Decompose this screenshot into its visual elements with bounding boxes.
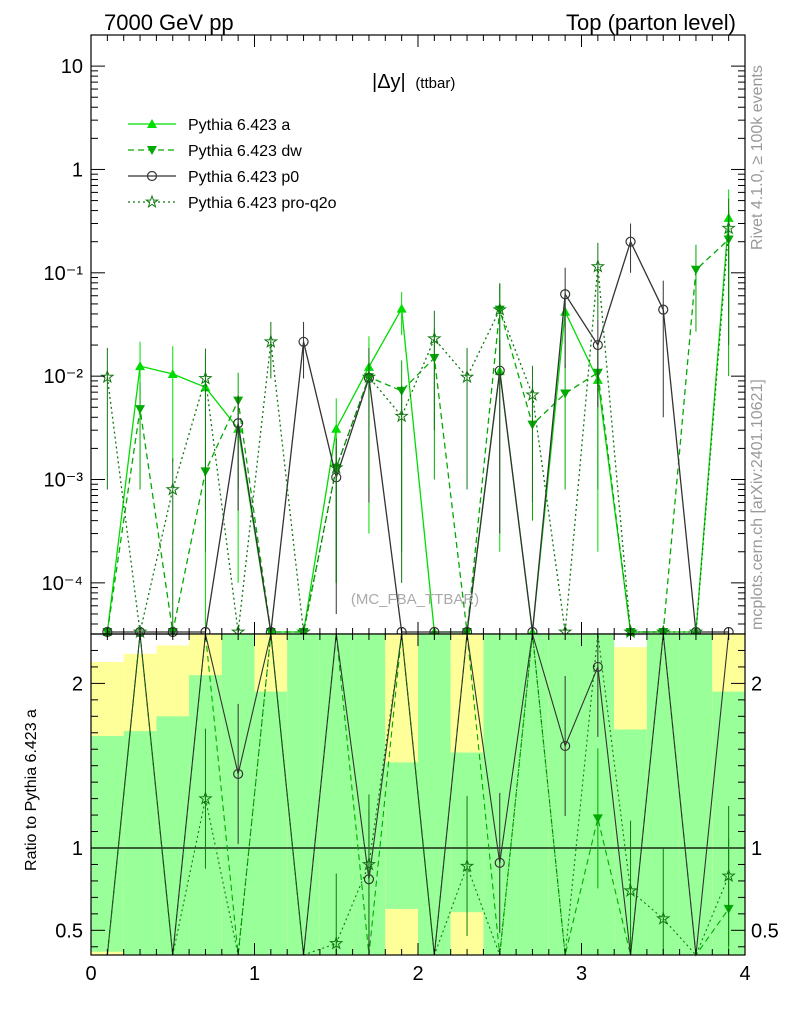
ratio-band-inner	[156, 716, 190, 955]
x-tick-label: 4	[739, 963, 750, 985]
ratio-y-tick-label-left: 1	[72, 838, 83, 860]
ratio-point	[361, 857, 377, 871]
data-point	[165, 482, 180, 496]
legend-label-3: Pythia 6.423 pro-q2o	[188, 195, 337, 212]
ratio-point	[721, 868, 736, 883]
data-point	[100, 369, 115, 384]
data-point	[167, 368, 178, 378]
ratio-point	[329, 936, 344, 950]
y-tick-label: 10⁻³	[44, 470, 84, 492]
ratio-band-inner	[287, 634, 320, 955]
ratio-point	[494, 857, 505, 868]
data-point	[396, 303, 407, 313]
data-point	[690, 265, 701, 275]
ratio-band-inner	[516, 634, 549, 955]
data-point	[492, 302, 507, 316]
chart-title: |Δy| (ttbar)	[372, 71, 455, 93]
ratio-y-tick-label-right: 2	[751, 673, 762, 695]
data-point	[135, 361, 146, 371]
legend-label-2: Pythia 6.423 p0	[188, 169, 299, 186]
data-point	[361, 369, 377, 384]
ratio-point	[623, 883, 638, 897]
y-tick-label: 10⁻¹	[44, 263, 84, 285]
legend-marker-0	[147, 119, 157, 128]
data-point	[658, 304, 669, 315]
chart-title-main: |Δy|	[372, 71, 406, 93]
ratio-point	[560, 740, 571, 752]
data-point	[298, 336, 309, 347]
ratio-y-tick-label-left: 0.5	[55, 920, 83, 942]
ratio-band-inner	[418, 634, 451, 955]
y-tick-label: 10⁻²	[44, 366, 84, 388]
legend-label-0: Pythia 6.423 a	[188, 117, 290, 134]
ratio-band-inner	[679, 634, 713, 955]
x-tick-label: 1	[249, 963, 260, 985]
ratio-point	[233, 768, 244, 780]
ratio-band-inner	[123, 731, 157, 955]
series-line-0	[106, 217, 730, 633]
data-point	[135, 405, 146, 415]
data-point	[525, 387, 540, 401]
header-left: 7000 GeV pp	[104, 10, 234, 35]
ratio-band-inner	[385, 762, 418, 909]
legend-marker-2	[146, 170, 158, 182]
header-right: Top (parton level)	[566, 10, 736, 35]
x-tick-label: 0	[85, 963, 96, 985]
ratio-y-tick-label-right: 0.5	[751, 920, 779, 942]
y-tick-label: 1	[72, 159, 83, 181]
ratio-point	[459, 858, 475, 873]
data-point	[263, 334, 279, 348]
legend-label-1: Pythia 6.423 dw	[188, 143, 302, 160]
ratio-point	[656, 911, 671, 925]
ratio-y-tick-label-right: 1	[751, 838, 762, 860]
data-point	[592, 339, 603, 351]
ratio-point	[592, 814, 603, 824]
legend-marker-1	[147, 146, 157, 155]
x-tick-label: 3	[576, 963, 587, 985]
data-point	[198, 371, 213, 385]
ratio-y-label: Ratio to Pythia 6.423 a	[23, 709, 40, 871]
ratio-point	[198, 791, 213, 805]
ratio-line-2	[106, 633, 730, 957]
chart-title-suffix: (ttbar)	[415, 75, 455, 92]
main-panel: 10 1 10⁻¹ 10⁻² 10⁻³ 10⁻⁴	[42, 34, 746, 639]
ratio-y-tick-label-left: 2	[72, 673, 83, 695]
x-tick-label: 2	[412, 963, 423, 985]
series-line-3	[106, 228, 730, 633]
data-point	[721, 220, 736, 235]
data-point	[459, 369, 475, 384]
data-point	[331, 423, 342, 433]
rivet-label: Rivet 4.1.0, ≥ 100k events	[749, 65, 766, 250]
data-point	[233, 418, 244, 429]
data-point	[625, 236, 636, 247]
legend: Pythia 6.423 a Pythia 6.423 dw Pythia 6.42…	[128, 117, 337, 212]
series-line-2	[107, 239, 729, 633]
ratio-band-inner	[254, 691, 288, 955]
legend-marker-3	[144, 194, 160, 209]
y-tick-label: 10	[61, 56, 83, 78]
mcplots-label: mcplots.cern.ch [arXiv:2401.10621]	[749, 379, 766, 630]
data-point	[590, 259, 606, 273]
data-point	[427, 331, 442, 345]
y-tick-label: 10⁻⁴	[42, 573, 83, 595]
data-point	[329, 460, 344, 474]
data-point	[560, 289, 571, 300]
series-line-1	[106, 239, 730, 633]
ratio-line-1	[106, 633, 730, 956]
ratio-panel: 0 1 2 3 4 2 2 1 1 0.5 0.5	[55, 633, 779, 985]
data-point	[394, 408, 409, 423]
watermark: (MC_FBA_TTBAR)	[351, 591, 479, 608]
data-point	[560, 389, 571, 399]
